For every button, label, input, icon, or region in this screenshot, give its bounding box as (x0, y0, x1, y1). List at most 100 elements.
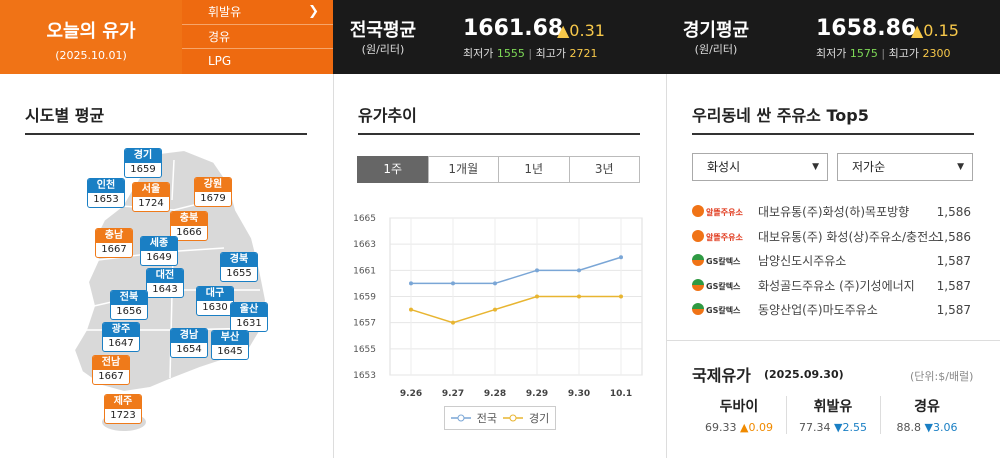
national-average-price: 1661.68 (463, 16, 564, 41)
station-price: 1,586 (936, 229, 971, 244)
min-value: 1555 (496, 47, 525, 60)
national-min-max: 최저가 1555 | 최고가 2721 (463, 47, 598, 60)
data-point (619, 294, 623, 299)
region-tag[interactable]: 전북 1656 (110, 290, 148, 320)
region-select[interactable]: 화성시 ▼ (692, 153, 828, 181)
brand-icon (692, 254, 704, 266)
intl-item-change: ▼2.55 (834, 421, 867, 434)
brand-icon (692, 278, 704, 291)
brand-icon (692, 229, 704, 242)
trend-title-underline (358, 133, 640, 135)
region-tag[interactable]: 인천 1653 (87, 178, 125, 208)
max-value: 2300 (922, 47, 951, 60)
y-tick-label: 1655 (353, 345, 376, 355)
max-label: 최고가 (535, 47, 566, 60)
region-tag[interactable]: 경남 1654 (170, 328, 208, 358)
brand-name: GS칼텍스 (706, 281, 741, 291)
min-value: 1575 (849, 47, 878, 60)
y-tick-label: 1653 (353, 371, 376, 381)
tab-3-year[interactable]: 3년 (568, 156, 640, 183)
region-name: 서울 (133, 183, 169, 197)
regional-title: 시도별 평균 (25, 106, 105, 125)
national-average-change: ▲0.31 (557, 21, 605, 40)
period-tabs: 1주 1개월 1년 3년 (357, 156, 640, 183)
tab-1-month[interactable]: 1개월 (427, 156, 499, 183)
station-name: 남양신도시주유소 (758, 254, 847, 268)
intl-item-price: 69.33 (705, 421, 741, 434)
region-price: 1679 (200, 193, 226, 204)
data-point (451, 320, 455, 325)
intl-item-change: ▲0.09 (740, 421, 773, 434)
data-point (577, 294, 581, 299)
brand-icon (692, 205, 704, 217)
station-price: 1,587 (936, 303, 971, 317)
region-tag[interactable]: 충남 1667 (95, 228, 133, 258)
gyeonggi-average-price: 1658.86 (816, 16, 917, 41)
station-row[interactable]: GS칼텍스 남양신도시주유소 1,587 (692, 250, 974, 272)
intl-item-value: 77.34 ▼2.55 (786, 421, 880, 434)
national-average: 전국평균 (원/리터) 1661.68 ▲0.31 최저가 1555 | 최고가… (333, 0, 663, 74)
brand-logo: 알뜰주유소 (692, 229, 743, 244)
region-tag[interactable]: 경북 1655 (220, 252, 258, 282)
station-row[interactable]: 알뜰주유소 대보유통(주)화성(하)목포방향 1,586 (692, 201, 974, 223)
region-price: 1655 (226, 268, 252, 279)
intl-price-item: 경유 88.8 ▼3.06 (880, 396, 974, 434)
legend-gyeonggi-label: 경기 (529, 412, 550, 425)
region-tag[interactable]: 부산 1645 (211, 330, 249, 360)
region-tag[interactable]: 광주 1647 (102, 322, 140, 352)
y-tick-label: 1663 (353, 240, 376, 250)
region-name: 부산 (212, 331, 248, 345)
station-row[interactable]: 알뜰주유소 대보유통(주) 화성(상)주유소/충전소 1,586 (692, 226, 974, 248)
intl-item-price: 77.34 (799, 421, 835, 434)
data-point (493, 307, 497, 312)
region-tag[interactable]: 전남 1667 (92, 355, 130, 385)
x-tick-label: 9.30 (568, 389, 590, 399)
fuel-type-menu: 휘발유 ❯ 경유 LPG (182, 0, 333, 74)
chart-legend: 전국 경기 (444, 406, 556, 430)
gyeonggi-average: 경기평균 (원/리터) 1658.86 ▲0.15 최저가 1575 | 최고가… (666, 0, 1000, 74)
region-name: 인천 (88, 179, 124, 193)
sort-select[interactable]: 저가순 ▼ (837, 153, 973, 181)
region-tag[interactable]: 제주 1723 (104, 394, 142, 424)
x-tick-label: 9.26 (400, 389, 422, 399)
x-tick-label: 9.27 (442, 389, 464, 399)
station-name: 화성골드주유소 (주)기성에너지 (758, 278, 915, 293)
station-name: 대보유통(주)화성(하)목포방향 (758, 205, 910, 219)
region-tag[interactable]: 울산 1631 (230, 302, 268, 332)
region-tag[interactable]: 경기 1659 (124, 148, 162, 178)
sort-select-value: 저가순 (852, 160, 886, 174)
fuel-menu-gasoline[interactable]: 휘발유 ❯ (182, 0, 333, 25)
fuel-menu-diesel[interactable]: 경유 (182, 25, 333, 50)
station-row[interactable]: GS칼텍스 동양산업(주)마도주유소 1,587 (692, 299, 974, 321)
national-average-title: 전국평균 (349, 20, 417, 41)
caret-down-icon: ▼ (957, 162, 964, 172)
region-tag[interactable]: 대전 1643 (146, 268, 184, 298)
region-tag[interactable]: 대구 1630 (196, 286, 234, 316)
intl-item-name: 두바이 (719, 399, 759, 415)
region-name: 전남 (93, 356, 129, 370)
x-tick-label: 9.29 (526, 389, 548, 399)
station-price: 1,587 (936, 254, 971, 268)
tab-1-week[interactable]: 1주 (357, 156, 429, 183)
data-point (409, 307, 413, 312)
fuel-menu-lpg[interactable]: LPG (182, 49, 333, 74)
region-tag[interactable]: 서울 1724 (132, 182, 170, 212)
region-price: 1654 (176, 344, 202, 355)
region-tag[interactable]: 강원 1679 (194, 177, 232, 207)
data-point (451, 281, 455, 286)
intl-item-name: 휘발유 (813, 399, 853, 415)
y-tick-label: 1665 (353, 214, 376, 224)
fuel-menu-label: 휘발유 (208, 5, 242, 19)
intl-price-item: 휘발유 77.34 ▼2.55 (786, 396, 880, 434)
caret-down-icon: ▼ (812, 162, 819, 172)
region-tag[interactable]: 세종 1649 (140, 236, 178, 266)
tab-1-year[interactable]: 1년 (498, 156, 570, 183)
region-price: 1667 (98, 371, 124, 382)
section-divider (666, 340, 1000, 341)
intl-divider (880, 396, 881, 434)
region-price: 1647 (108, 338, 134, 349)
brand-name: 알뜰주유소 (706, 208, 743, 217)
intl-item-price: 88.8 (896, 421, 925, 434)
brand-name: GS칼텍스 (706, 257, 741, 266)
station-row[interactable]: GS칼텍스 화성골드주유소 (주)기성에너지 1,587 (692, 275, 974, 297)
